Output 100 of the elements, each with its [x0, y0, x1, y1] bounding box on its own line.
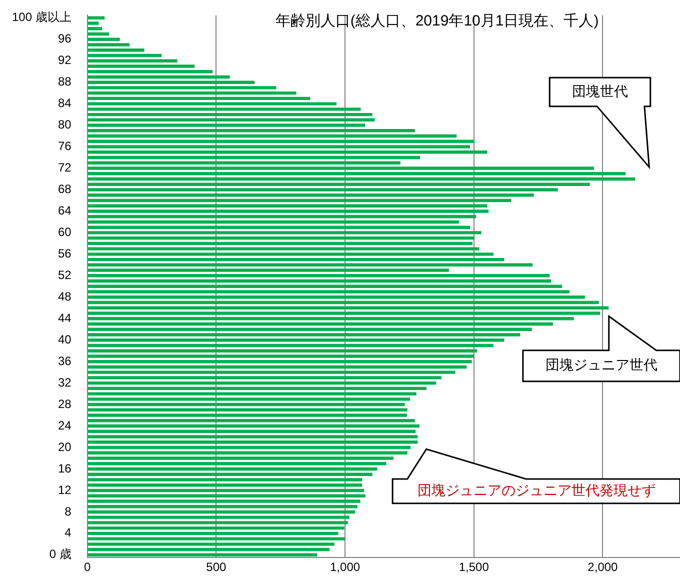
- bar: [88, 414, 407, 417]
- bar: [88, 392, 416, 396]
- y-tick-label: 84: [58, 96, 72, 110]
- bar: [88, 177, 636, 181]
- bar: [88, 54, 162, 58]
- y-tick-label: 48: [58, 289, 72, 304]
- bar: [88, 27, 102, 30]
- bar: [88, 296, 585, 299]
- bar: [88, 204, 488, 208]
- bar: [88, 231, 482, 234]
- bar: [88, 263, 533, 267]
- bar: [88, 488, 364, 492]
- bar: [88, 440, 418, 444]
- bar: [88, 300, 599, 304]
- bar: [88, 349, 477, 352]
- y-tick-label: 100 歳以上: [12, 10, 72, 24]
- bar: [88, 553, 318, 557]
- annotation: 団塊世代: [572, 82, 628, 99]
- bar: [88, 430, 416, 434]
- bar: [88, 198, 512, 202]
- bar: [88, 16, 105, 20]
- bar: [88, 328, 532, 331]
- bar: [88, 333, 520, 336]
- bar: [88, 172, 626, 176]
- bar: [88, 317, 574, 320]
- bar: [88, 435, 418, 438]
- bar: [88, 242, 473, 246]
- bar: [88, 446, 410, 450]
- bar: [88, 124, 366, 127]
- bar: [88, 145, 470, 148]
- bar: [88, 59, 178, 62]
- bar: [88, 129, 415, 132]
- y-tick-label: 32: [58, 375, 72, 390]
- bar: [88, 365, 467, 369]
- bar: [88, 75, 230, 79]
- y-tick-label: 56: [58, 246, 72, 260]
- annotation: 団塊ジュニア世代: [545, 356, 658, 373]
- x-tick-label: 1,000: [330, 560, 360, 574]
- y-tick-label: 12: [58, 482, 72, 497]
- y-tick-label: 16: [58, 461, 72, 476]
- bar: [88, 118, 375, 122]
- bar: [88, 156, 420, 160]
- bar: [88, 510, 356, 514]
- y-tick-label: 40: [58, 332, 72, 346]
- bar: [88, 500, 360, 503]
- y-tick-label: 52: [58, 268, 72, 282]
- y-tick-label: 76: [58, 139, 72, 154]
- bar: [88, 268, 449, 272]
- bar: [88, 193, 534, 197]
- y-tick-label: 36: [58, 354, 72, 368]
- bar: [88, 210, 489, 213]
- bar: [88, 80, 255, 84]
- bar: [88, 306, 609, 310]
- bar: [88, 140, 474, 144]
- bar: [88, 419, 415, 422]
- bar: [88, 220, 459, 224]
- x-tick-label: 0: [84, 560, 92, 574]
- bar: [88, 516, 350, 519]
- bar: [88, 467, 378, 471]
- bar: [88, 456, 394, 460]
- y-tick-label: 88: [58, 74, 72, 89]
- bar: [88, 542, 334, 546]
- bar: [88, 236, 474, 240]
- x-tick-label: 500: [206, 560, 227, 574]
- x-tick-label: 2,000: [588, 560, 618, 574]
- bar: [88, 284, 562, 288]
- x-tick-label: 1,500: [458, 560, 490, 574]
- y-tick-label: 20: [58, 440, 72, 454]
- y-tick-label: 24: [58, 418, 72, 432]
- y-tick-label: 0 歳: [49, 547, 72, 562]
- bar: [88, 462, 386, 466]
- bar: [88, 214, 476, 218]
- bar: [88, 370, 456, 374]
- y-tick-label: 96: [58, 32, 72, 46]
- bar: [88, 354, 474, 358]
- y-tick-label: 28: [58, 396, 72, 411]
- bar: [88, 408, 408, 412]
- y-tick-label: 72: [58, 160, 72, 175]
- bar: [88, 478, 362, 482]
- bar: [88, 398, 410, 401]
- bar: [88, 102, 337, 106]
- bar: [88, 290, 570, 294]
- y-tick-label: 44: [58, 310, 72, 325]
- bar: [88, 521, 348, 524]
- bar: [88, 526, 344, 530]
- annotation: 団塊ジュニアのジュニア世代発現せず: [417, 482, 656, 498]
- bar: [88, 338, 504, 342]
- bar: [88, 386, 426, 390]
- bar: [88, 279, 552, 283]
- bar: [88, 344, 494, 348]
- y-tick-label: 4: [64, 526, 72, 540]
- bar: [88, 258, 504, 262]
- bar: [88, 43, 130, 46]
- bar: [88, 247, 480, 250]
- bar: [88, 312, 600, 315]
- bar: [88, 381, 436, 385]
- bar: [88, 188, 558, 192]
- chart-title: 年齢別人口(総人口、2019年10月1日現在、千人): [275, 12, 599, 30]
- bar: [88, 274, 550, 278]
- bar: [88, 532, 338, 536]
